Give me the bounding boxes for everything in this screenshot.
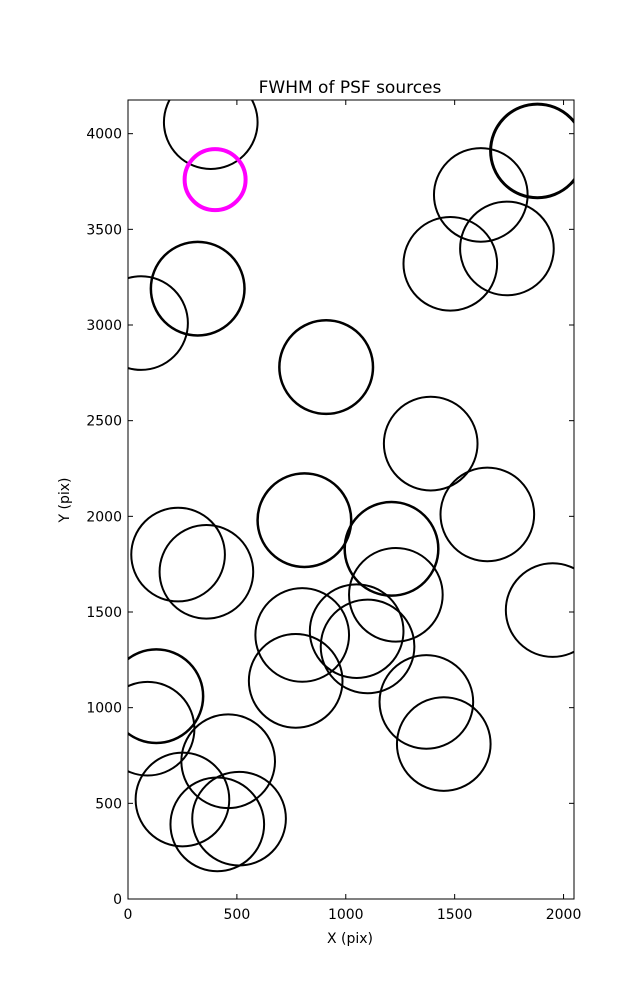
source-marker-28 — [169, 776, 266, 873]
source-marker-11 — [256, 472, 353, 569]
source-marker-10 — [439, 466, 536, 563]
axis-ticks: 0 500 1000 1500 2000 0 500 1000 1500 2000 2500 3000… — [86, 100, 581, 923]
x-tick-label: 500 — [224, 907, 251, 923]
x-tick-label: 0 — [124, 907, 133, 923]
source-marker-18 — [308, 583, 405, 679]
y-tick-label: 3500 — [86, 222, 122, 238]
source-marker-16 — [504, 562, 574, 658]
source-marker-8 — [278, 319, 375, 416]
source-marker-17 — [254, 587, 351, 683]
y-tick-label: 1000 — [86, 701, 122, 717]
source-marker-2 — [489, 102, 574, 200]
source-marker-13 — [343, 500, 440, 597]
source-marker-20 — [247, 633, 344, 729]
x-tick-label: 1500 — [437, 907, 473, 923]
plot-markers — [128, 100, 574, 873]
x-axis-label: X (pix) — [327, 931, 373, 947]
source-marker-9 — [382, 395, 479, 492]
source-marker-22 — [378, 654, 475, 750]
x-tick-label: 1000 — [328, 907, 364, 923]
chart-title: FWHM of PSF sources — [259, 78, 442, 98]
source-marker-21 — [128, 648, 205, 745]
source-marker-24 — [395, 696, 492, 792]
y-tick-label: 2500 — [86, 414, 122, 430]
y-tick-label: 0 — [113, 892, 122, 908]
y-tick-label: 3000 — [86, 318, 122, 334]
source-marker-19 — [319, 598, 416, 695]
highlighted-source-marker — [182, 147, 248, 213]
y-axis-label: Y (pix) — [57, 478, 73, 524]
source-marker-1 — [162, 100, 259, 171]
source-marker-7 — [128, 275, 189, 371]
source-marker-4 — [459, 200, 555, 297]
y-tick-label: 1500 — [86, 605, 122, 621]
y-tick-label: 2000 — [86, 509, 122, 525]
plot-frame — [127, 99, 575, 900]
y-tick-label: 500 — [95, 796, 122, 812]
source-marker-26 — [134, 751, 231, 848]
source-marker-12 — [130, 506, 226, 603]
source-marker-5 — [402, 215, 499, 312]
y-tick-label: 4000 — [86, 127, 122, 143]
x-tick-label: 2000 — [546, 907, 582, 923]
source-marker-15 — [348, 546, 444, 643]
source-marker-14 — [158, 524, 255, 620]
source-marker-6 — [149, 240, 246, 337]
source-marker-3 — [432, 147, 529, 243]
